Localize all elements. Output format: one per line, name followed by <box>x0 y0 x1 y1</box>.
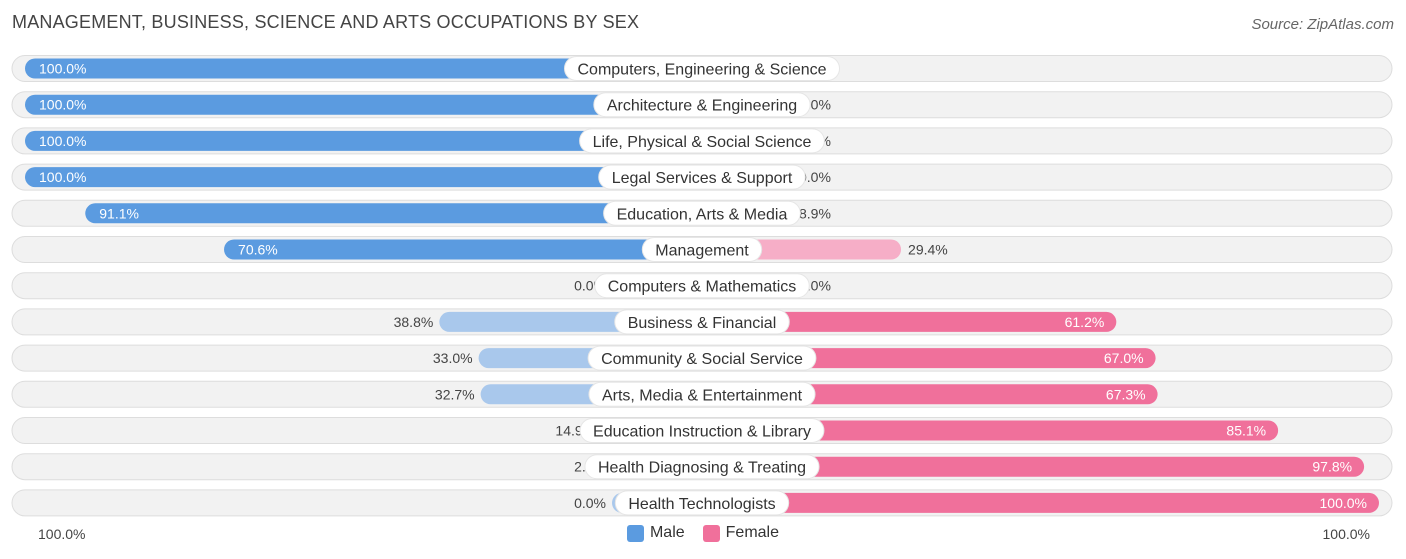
legend-label-male: Male <box>649 524 685 541</box>
category-pill <box>614 309 790 335</box>
legend-swatch-female <box>702 524 720 542</box>
axis-left-label: 100.0% <box>38 526 86 542</box>
category-pill <box>584 454 820 480</box>
female-value-label: 0.0% <box>799 169 831 185</box>
category-pill <box>563 56 841 81</box>
legend: Male Female <box>0 524 1406 542</box>
axis-right-label: 100.0% <box>1322 526 1370 542</box>
category-label: Computers & Mathematics <box>608 279 797 296</box>
category-pill <box>641 237 763 262</box>
category-label: Health Diagnosing & Treating <box>598 460 806 477</box>
male-value-label: 100.0% <box>39 61 86 77</box>
chart-title: MANAGEMENT, BUSINESS, SCIENCE AND ARTS O… <box>12 12 640 32</box>
female-value-label: 61.2% <box>1065 314 1105 330</box>
female-value-label: 67.3% <box>1106 386 1146 402</box>
male-bar <box>25 130 702 151</box>
male-value-label: 100.0% <box>39 97 86 113</box>
category-label: Business & Financial <box>628 315 777 332</box>
male-bar <box>224 239 702 260</box>
female-value-label: 85.1% <box>1226 423 1266 439</box>
category-pill <box>593 92 811 118</box>
male-value-label: 70.6% <box>238 242 278 258</box>
category-pill <box>614 490 790 516</box>
female-bar <box>702 384 1158 405</box>
category-label: Architecture & Engineering <box>607 98 797 115</box>
legend-item-male: Male <box>626 524 685 542</box>
female-value-label: 29.4% <box>908 242 948 258</box>
category-label: Life, Physical & Social Science <box>593 134 812 151</box>
legend-item-female: Female <box>702 524 780 542</box>
male-value-label: 38.8% <box>394 314 434 330</box>
male-bar <box>25 94 702 115</box>
legend-swatch-male <box>626 524 644 542</box>
category-pill <box>594 273 810 299</box>
female-value-label: 97.8% <box>1312 459 1352 475</box>
male-value-label: 91.1% <box>99 205 139 221</box>
male-value-label: 32.7% <box>435 386 475 402</box>
category-pill <box>598 164 806 190</box>
male-value-label: 0.0% <box>574 495 606 511</box>
category-label: Health Technologists <box>628 496 775 513</box>
legend-label-female: Female <box>725 524 780 541</box>
female-value-label: 100.0% <box>1320 495 1367 511</box>
category-pill <box>587 345 817 371</box>
female-bar <box>702 456 1365 477</box>
category-label: Computers, Engineering & Science <box>577 62 826 79</box>
male-bar <box>25 58 702 79</box>
category-label: Arts, Media & Entertainment <box>602 387 803 404</box>
category-label: Management <box>655 243 749 260</box>
male-value-label: 33.0% <box>433 350 473 366</box>
source-note: Source: ZipAtlas.com <box>1251 16 1394 33</box>
category-pill <box>579 128 825 154</box>
male-value-label: 100.0% <box>39 169 86 185</box>
category-label: Legal Services & Support <box>612 170 793 187</box>
category-label: Community & Social Service <box>601 351 803 368</box>
category-pill <box>588 381 816 407</box>
female-bar <box>702 492 1379 513</box>
category-pill <box>579 418 825 443</box>
male-bar <box>85 203 703 224</box>
category-pill <box>603 200 801 226</box>
category-label: Education Instruction & Library <box>593 424 811 441</box>
female-bar <box>702 420 1279 441</box>
male-value-label: 100.0% <box>39 133 86 149</box>
female-value-label: 67.0% <box>1104 350 1144 366</box>
category-label: Education, Arts & Media <box>617 206 788 223</box>
male-bar <box>25 167 702 188</box>
female-value-label: 8.9% <box>799 205 831 221</box>
female-bar <box>702 311 1117 332</box>
